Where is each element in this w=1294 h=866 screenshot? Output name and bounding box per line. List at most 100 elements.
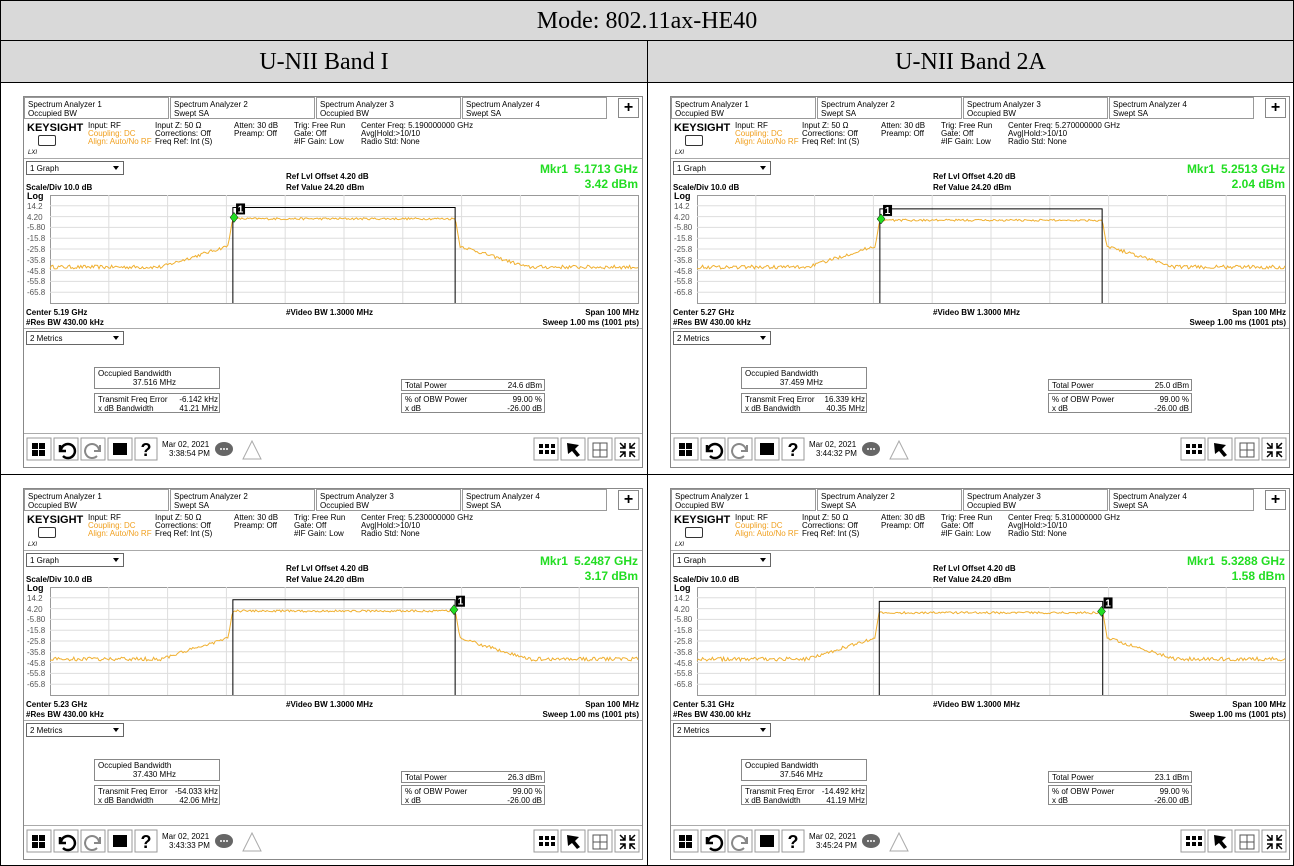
ref-offset: Ref Lvl Offset 4.20 dB: [933, 564, 1016, 573]
mode-tab[interactable]: Spectrum Analyzer 4 Swept SA: [1109, 97, 1254, 119]
metric-label: % of OBW Power: [1052, 395, 1115, 404]
mode-tab[interactable]: Spectrum Analyzer 2 Swept SA: [817, 97, 962, 119]
toolbar-button: [53, 437, 79, 461]
tab-sub: Swept SA: [466, 109, 502, 118]
settings-icon[interactable]: [38, 135, 56, 146]
windows-icon: [32, 835, 45, 848]
avg-info: Avg|Hold:>10/10: [1008, 521, 1068, 530]
tab-sub: Swept SA: [821, 501, 857, 510]
date: Mar 02, 2021: [162, 440, 210, 449]
windows-icon: [679, 835, 692, 848]
y-axis-label: 4.20: [27, 212, 43, 222]
column-header: U-NII Band I: [0, 40, 648, 83]
metrics-dropdown[interactable]: 2 Metrics: [26, 331, 124, 345]
mode-tab[interactable]: Spectrum Analyzer 4 Swept SA: [1109, 489, 1254, 511]
help-icon: ?: [141, 832, 152, 852]
separator: [671, 158, 1289, 159]
mode-tab[interactable]: Spectrum Analyzer 3 Occupied BW: [316, 97, 461, 119]
undo-icon: [705, 834, 724, 852]
mode-tab[interactable]: Spectrum Analyzer 3 Occupied BW: [316, 489, 461, 511]
toolbar-button: [1261, 437, 1287, 461]
y-axis-label: -55.8: [674, 669, 693, 679]
mode-tab[interactable]: Spectrum Analyzer 2 Swept SA: [817, 489, 962, 511]
metrics-dropdown[interactable]: 2 Metrics: [673, 331, 771, 345]
marker-freq: 5.2487 GHz: [573, 554, 638, 568]
trace: [49, 217, 639, 270]
redo-icon: [731, 835, 748, 851]
trig-info: Gate: Off: [941, 129, 974, 138]
avg-info: Radio Std: None: [361, 137, 420, 146]
tab-title: Spectrum Analyzer 2: [174, 492, 248, 501]
touch-icon: [567, 443, 580, 457]
mode-tab[interactable]: Spectrum Analyzer 4 Swept SA: [462, 97, 607, 119]
file-icon: [760, 443, 774, 455]
add-tab-button[interactable]: +: [1265, 98, 1286, 118]
mode-tab[interactable]: Spectrum Analyzer 2 Swept SA: [170, 97, 315, 119]
analyzer-screen: Spectrum Analyzer 1 Occupied BW Spectrum A…: [23, 96, 643, 468]
marker-tag-box: [236, 203, 246, 215]
mode-tab[interactable]: Spectrum Analyzer 3 Occupied BW: [963, 489, 1108, 511]
dot: [870, 840, 872, 842]
obw-bracket: [878, 600, 1104, 695]
add-tab-button[interactable]: +: [1265, 490, 1286, 510]
metric-value: -6.142 kHz: [179, 395, 218, 404]
marker-diamond: [449, 604, 459, 616]
mode-tab[interactable]: Spectrum Analyzer 2 Swept SA: [170, 489, 315, 511]
undo-icon: [705, 442, 724, 460]
atten-info: Atten: 30 dB: [234, 121, 279, 130]
graph-dropdown[interactable]: 1 Graph: [673, 161, 771, 175]
metrics-dropdown[interactable]: 2 Metrics: [673, 723, 771, 737]
y-axis-label: Log: [674, 191, 691, 201]
metric-box: [94, 785, 220, 805]
add-tab-button[interactable]: +: [618, 98, 639, 118]
tab-title: Spectrum Analyzer 2: [821, 100, 895, 109]
metric-value: 23.1 dBm: [1154, 773, 1189, 782]
y-axis-label: -25.8: [674, 245, 693, 254]
help-button: [134, 437, 158, 461]
atten-info: Atten: 30 dB: [881, 513, 926, 522]
graph-dropdown[interactable]: 1 Graph: [26, 553, 124, 567]
mode-tab[interactable]: Spectrum Analyzer 3 Occupied BW: [963, 97, 1108, 119]
mode-tab[interactable]: Spectrum Analyzer 1 Occupied BW: [24, 97, 169, 119]
y-axis-label: -35.8: [27, 647, 46, 657]
avg-info: Avg|Hold:>10/10: [361, 129, 421, 138]
mode-tab[interactable]: Spectrum Analyzer 4 Swept SA: [462, 489, 607, 511]
settings-icon[interactable]: [685, 135, 703, 146]
metric-value: -26.00 dB: [507, 796, 542, 805]
windows-icon: [32, 443, 45, 456]
trace: [49, 609, 639, 662]
y-axis-label: -55.8: [27, 277, 46, 287]
touch-icon: [1214, 835, 1227, 849]
y-axis-label: -55.8: [674, 277, 693, 287]
mode-tab[interactable]: Spectrum Analyzer 1 Occupied BW: [671, 97, 816, 119]
y-axis-label: -15.8: [27, 234, 46, 244]
spectrum-graph: 1: [49, 587, 639, 696]
tab-title: Spectrum Analyzer 1: [28, 100, 102, 109]
toolbar-button: [53, 829, 79, 853]
metric-label: Transmit Freq Error: [745, 787, 815, 796]
marker-label: Mkr1: [539, 162, 568, 176]
res-bw: #Res BW 430.00 kHz: [673, 318, 751, 327]
input-info: Align: Auto/No RF: [735, 137, 799, 146]
graph-dropdown[interactable]: 1 Graph: [26, 161, 124, 175]
input-info: Freq Ref: Int (S): [155, 529, 213, 538]
settings-icon[interactable]: [685, 527, 703, 538]
tab-sub: Swept SA: [174, 501, 210, 510]
marker-value: 1.58 dBm: [1231, 569, 1285, 583]
dot: [873, 448, 875, 450]
trace: [696, 218, 1286, 270]
marker-freq: 5.2513 GHz: [1220, 162, 1285, 176]
add-tab-button[interactable]: +: [618, 490, 639, 510]
brand: KEYSIGHT: [27, 514, 84, 526]
tab-title: Spectrum Analyzer 4: [1113, 492, 1187, 501]
metric-label: Total Power: [1052, 773, 1094, 782]
metrics-dropdown[interactable]: 2 Metrics: [26, 723, 124, 737]
graph-dropdown[interactable]: 1 Graph: [673, 553, 771, 567]
tab-sub: Occupied BW: [967, 109, 1016, 118]
mode-tab[interactable]: Spectrum Analyzer 1 Occupied BW: [24, 489, 169, 511]
mode-tab[interactable]: Spectrum Analyzer 1 Occupied BW: [671, 489, 816, 511]
settings-icon[interactable]: [38, 527, 56, 538]
metric-label: Occupied Bandwidth: [98, 369, 172, 378]
undo-icon: [58, 834, 77, 852]
metric-box: [94, 759, 220, 781]
